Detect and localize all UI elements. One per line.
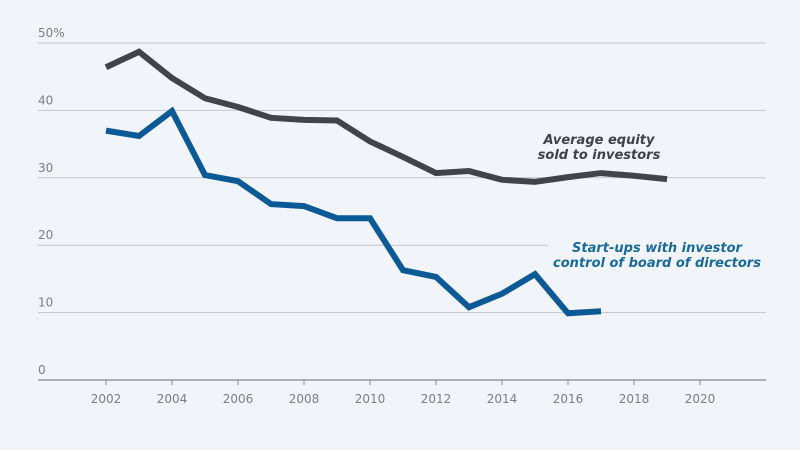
x-tick-label: 2006 xyxy=(223,392,254,406)
y-tick-label: 30 xyxy=(38,161,53,175)
y-tick-label: 40 xyxy=(38,93,53,107)
y-tick-label: 10 xyxy=(38,296,53,310)
series-line-investor-board-control xyxy=(105,106,602,317)
x-tick-label: 2004 xyxy=(157,392,188,406)
y-tick-label: 0 xyxy=(38,363,46,377)
x-tick-label: 2016 xyxy=(553,392,584,406)
y-axis-tick-labels: 0 10 20 30 40 50% xyxy=(38,26,65,377)
x-tick-label: 2014 xyxy=(487,392,518,406)
x-tick-label: 2020 xyxy=(685,392,716,406)
series-lines xyxy=(104,48,668,317)
x-tick-label: 2018 xyxy=(619,392,650,406)
x-axis-tick-marks xyxy=(105,380,701,385)
x-tick-label: 2010 xyxy=(355,392,386,406)
series-label-board-control-line1: Start-ups with investor xyxy=(572,241,744,256)
x-axis-tick-labels: 2002 2004 2006 2008 2010 2012 2014 2016 … xyxy=(91,392,716,406)
y-tick-label: 50% xyxy=(38,26,65,40)
x-tick-label: 2012 xyxy=(421,392,452,406)
series-labels: Average equity sold to investors Start-u… xyxy=(538,133,762,271)
x-tick-label: 2008 xyxy=(289,392,320,406)
series-label-average-equity-line2: sold to investors xyxy=(538,148,661,163)
y-tick-label: 20 xyxy=(38,228,53,242)
series-label-board-control-line2: control of board of directors xyxy=(553,256,761,271)
series-line-average-equity xyxy=(104,48,668,185)
series-label-average-equity-line1: Average equity xyxy=(543,133,656,148)
x-tick-label: 2002 xyxy=(91,392,122,406)
gridlines xyxy=(38,42,766,314)
